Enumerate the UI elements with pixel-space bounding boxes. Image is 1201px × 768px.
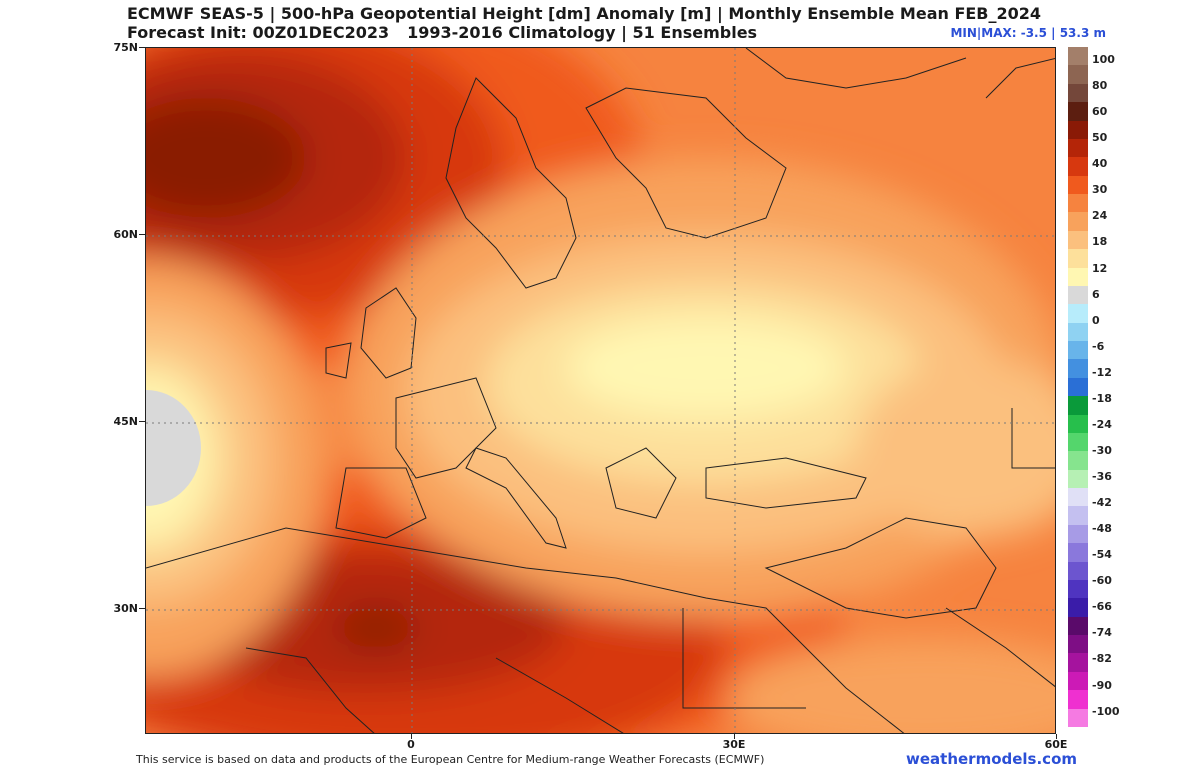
colorbar-cell: [1068, 194, 1088, 213]
brand-link[interactable]: weathermodels.com: [906, 750, 1078, 768]
colorbar-label: -12: [1092, 366, 1112, 379]
colorbar-cell: [1068, 65, 1088, 85]
colorbar-cell: [1068, 653, 1088, 673]
colorbar-label: -100: [1092, 705, 1120, 718]
colorbar-cell: [1068, 690, 1088, 710]
lon-label-30e: 30E: [722, 738, 746, 751]
colorbar-label: -60: [1092, 574, 1112, 587]
forecast-init: Forecast Init: 00Z01DEC2023: [127, 23, 390, 42]
colorbar-cell: [1068, 488, 1088, 507]
colorbar-label: 50: [1092, 131, 1108, 144]
colorbar-label: 24: [1092, 209, 1108, 222]
colorbar-cell: [1068, 524, 1088, 544]
colorbar-cell: [1068, 359, 1088, 379]
colorbar-cell: [1068, 267, 1088, 287]
lon-tick: [734, 734, 735, 739]
chart-title: ECMWF SEAS-5 | 500-hPa Geopotential Heig…: [127, 4, 1042, 23]
colorbar-cell: [1068, 249, 1088, 269]
colorbar-label: -54: [1092, 548, 1112, 561]
colorbar-cell: [1068, 285, 1088, 305]
lat-label-30n: 30N: [113, 602, 138, 615]
colorbar-label: 60: [1092, 105, 1108, 118]
lon-tick: [1056, 734, 1057, 739]
colorbar-cell: [1068, 230, 1088, 250]
lon-label-60e: 60E: [1044, 738, 1068, 751]
colorbar-label: -36: [1092, 470, 1112, 483]
colorbar-label: -90: [1092, 679, 1112, 692]
lat-tick: [139, 234, 145, 235]
colorbar-label: 0: [1092, 314, 1100, 327]
colorbar-cell: [1068, 543, 1088, 563]
colorbar-cell: [1068, 616, 1088, 636]
colorbar-label: -74: [1092, 626, 1112, 639]
colorbar-cell: [1068, 451, 1088, 471]
colorbar-label: 80: [1092, 79, 1108, 92]
colorbar-cell: [1068, 138, 1088, 158]
colorbar-label: 100: [1092, 53, 1115, 66]
colorbar-cell: [1068, 102, 1088, 121]
colorbar: [1068, 47, 1088, 728]
colorbar-label: -48: [1092, 522, 1112, 535]
lat-tick: [139, 421, 145, 422]
lat-label-60n: 60N: [113, 228, 138, 241]
colorbar-cell: [1068, 579, 1088, 599]
lat-tick: [139, 47, 145, 48]
colorbar-label: -24: [1092, 418, 1112, 431]
colorbar-label: -82: [1092, 652, 1112, 665]
chart-subtitle: Forecast Init: 00Z01DEC2023 1993-2016 Cli…: [127, 23, 757, 42]
colorbar-cell: [1068, 598, 1088, 618]
minmax-readout: MIN|MAX: -3.5 | 53.3 m: [950, 26, 1106, 40]
colorbar-cell: [1068, 469, 1088, 489]
climatology-info: 1993-2016 Climatology | 51 Ensembles: [407, 23, 758, 42]
lon-label-0: 0: [407, 738, 415, 751]
lat-label-75n: 75N: [113, 41, 138, 54]
lat-tick: [139, 608, 145, 609]
colorbar-cell: [1068, 635, 1088, 654]
colorbar-label: -42: [1092, 496, 1112, 509]
colorbar-cell: [1068, 157, 1088, 177]
colorbar-label: 30: [1092, 183, 1108, 196]
colorbar-cell: [1068, 212, 1088, 232]
colorbar-cell: [1068, 414, 1088, 434]
colorbar-cell: [1068, 322, 1088, 342]
colorbar-cell: [1068, 561, 1088, 581]
colorbar-label: 40: [1092, 157, 1108, 170]
colorbar-cell: [1068, 708, 1088, 728]
colorbar-label: 6: [1092, 288, 1100, 301]
anomaly-field: [146, 48, 1055, 733]
colorbar-label: -30: [1092, 444, 1112, 457]
colorbar-cell: [1068, 83, 1088, 103]
lat-label-45n: 45N: [113, 415, 138, 428]
colorbar-label: -18: [1092, 392, 1112, 405]
colorbar-cell: [1068, 175, 1088, 195]
anomaly-map: [145, 47, 1056, 734]
colorbar-cell: [1068, 506, 1088, 526]
colorbar-cell: [1068, 47, 1088, 66]
colorbar-label: 12: [1092, 262, 1108, 275]
colorbar-cell: [1068, 341, 1088, 360]
footer-credit: This service is based on data and produc…: [136, 753, 765, 766]
colorbar-cell: [1068, 304, 1088, 324]
lon-tick: [411, 734, 412, 739]
colorbar-label: 18: [1092, 235, 1108, 248]
colorbar-cell: [1068, 377, 1088, 397]
colorbar-cell: [1068, 671, 1088, 691]
colorbar-cell: [1068, 396, 1088, 416]
colorbar-label: -6: [1092, 340, 1105, 353]
colorbar-cell: [1068, 432, 1088, 452]
colorbar-label: -66: [1092, 600, 1112, 613]
colorbar-cell: [1068, 120, 1088, 140]
